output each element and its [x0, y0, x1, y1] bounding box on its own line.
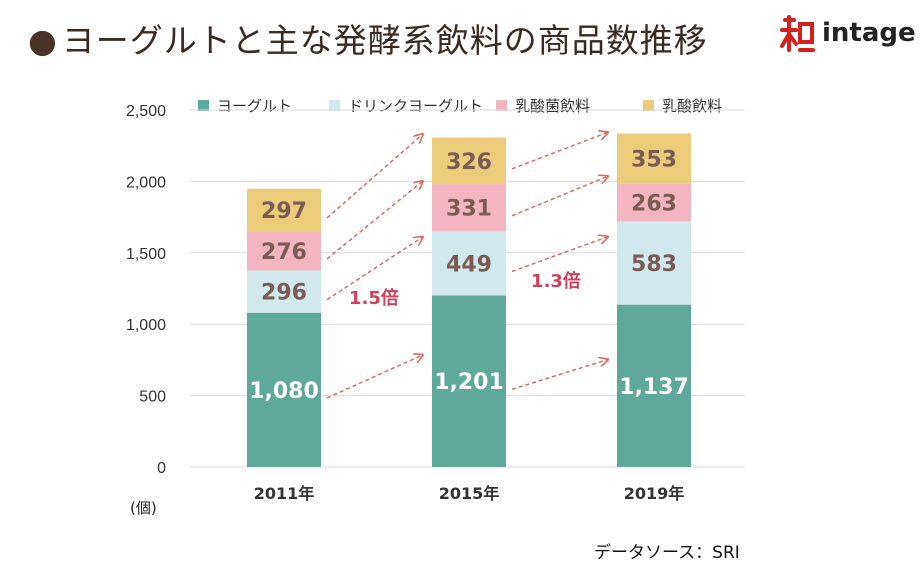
- data-label: 263: [631, 192, 677, 217]
- y-axis-unit: (個): [130, 499, 157, 517]
- bar-segment: [617, 221, 691, 305]
- growth-annotation: 1.5倍: [349, 287, 399, 309]
- bar-segment: [432, 184, 506, 232]
- data-label: 1,080: [249, 379, 319, 404]
- y-tick-label: 1,000: [126, 317, 166, 334]
- bar-segment: [617, 133, 691, 184]
- legend-swatch: [329, 100, 340, 111]
- data-label: 297: [261, 199, 307, 224]
- bar-segment: [247, 312, 321, 467]
- growth-arrow: [511, 133, 607, 170]
- title-bullet: ●: [28, 21, 58, 60]
- x-tick-label: 2011年: [254, 484, 315, 503]
- y-tick-label: 1,500: [126, 246, 166, 263]
- growth-arrow: [511, 177, 607, 217]
- growth-annotation: 1.3倍: [531, 270, 581, 292]
- growth-arrow: [326, 237, 422, 301]
- growth-arrow: [511, 360, 607, 390]
- growth-arrow: [326, 355, 422, 399]
- x-tick-label: 2015年: [439, 484, 500, 503]
- intage-logo-mark-icon: [780, 15, 815, 52]
- legend-swatch: [496, 100, 507, 111]
- y-tick-label: 0: [157, 460, 166, 477]
- bar-segment: [432, 295, 506, 467]
- intage-logo-text: intage: [822, 18, 916, 48]
- intage-logo: intage: [780, 12, 916, 62]
- bar-segment: [432, 137, 506, 185]
- legend-swatch: [643, 100, 654, 111]
- data-label: 1,201: [434, 370, 504, 395]
- y-tick-label: 500: [139, 389, 166, 406]
- bar-segment: [247, 231, 321, 271]
- bar-segment: [247, 270, 321, 313]
- data-label: 353: [631, 148, 677, 173]
- data-label: 296: [261, 281, 307, 306]
- bar-segment: [617, 304, 691, 467]
- bar-segment: [617, 183, 691, 222]
- data-label: 1,137: [619, 375, 689, 400]
- bar-segment: [432, 231, 506, 296]
- growth-arrow: [511, 237, 607, 273]
- data-source: データソース：SRI: [594, 543, 740, 563]
- growth-arrow: [326, 182, 422, 260]
- data-label: 583: [631, 252, 677, 277]
- data-label: 326: [446, 150, 492, 175]
- bar-segment: [247, 188, 321, 232]
- data-label: 449: [446, 252, 492, 277]
- page-title: ● ヨーグルトと主な発酵系飲料の商品数推移: [28, 14, 708, 62]
- y-tick-label: 2,500: [126, 103, 166, 120]
- y-tick-label: 2,000: [126, 174, 166, 191]
- title-text: ヨーグルトと主な発酵系飲料の商品数推移: [61, 21, 708, 60]
- legend-swatch: [198, 100, 209, 111]
- x-tick-label: 2019年: [624, 484, 685, 503]
- data-label: 276: [261, 240, 307, 265]
- data-label: 331: [446, 197, 492, 222]
- growth-arrow: [326, 135, 422, 219]
